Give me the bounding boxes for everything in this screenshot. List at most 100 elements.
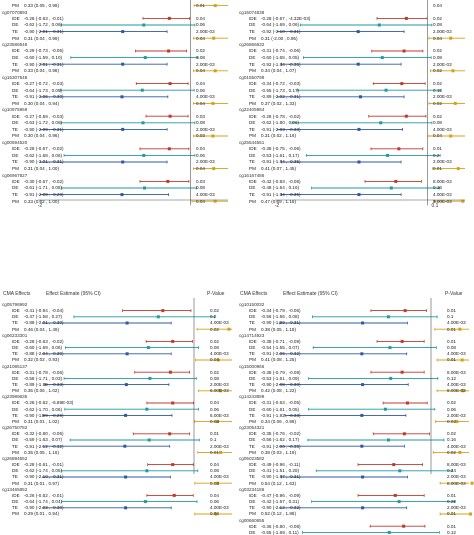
- point-estimate: [124, 475, 128, 479]
- effect-estimate-ci-label: 0.33 (0.02 , 1.00): [24, 198, 59, 204]
- p-value-label: 0.2: [210, 314, 217, 320]
- cpg-site-label: cg26894552: [2, 456, 28, 461]
- point-estimate: [377, 23, 381, 27]
- point-estimate: [451, 69, 455, 73]
- point-estimate: [361, 475, 365, 479]
- effect-type-label: TE: [12, 382, 18, 387]
- p-value-label: 0.1: [210, 437, 217, 443]
- point-estimate: [394, 179, 398, 183]
- p-value-label: 2.00E-03: [210, 382, 229, 387]
- effect-type-label: IDE: [12, 146, 20, 152]
- effect-estimate-ci-label: -0.62 (-1.80 , 0.06): [261, 120, 300, 126]
- point-estimate: [397, 500, 401, 504]
- p-value-label: 0.02: [433, 68, 442, 74]
- p-value-label: 4.00E-03: [210, 320, 229, 326]
- p-value-label: 0.03: [196, 113, 205, 119]
- p-value-label: 0.01: [210, 449, 219, 455]
- effect-estimate-ci-label: -0.91 (-2.12 , -0.32): [24, 443, 64, 449]
- effect-estimate-ci-label: -0.90 (-1.97 , -0.31): [261, 474, 301, 480]
- effect-estimate-ci-label: 0.38 (0.05 , 1.18): [261, 326, 296, 332]
- effect-estimate-ci-label: 0.31 (-2.00 , 0.95): [261, 35, 298, 41]
- effect-type-label: IDE: [12, 308, 20, 313]
- effect-type-label: TE: [12, 351, 18, 357]
- effect-type-label: PM: [249, 480, 256, 486]
- effect-estimate-ci-label: -0.53 (-1.61 , 0.17): [261, 152, 300, 158]
- effect-type-label: PM: [12, 198, 19, 204]
- effect-estimate-ci-label: -0.35 (-0.76 , -0.02): [261, 431, 301, 437]
- effect-estimate-ci-label: 0.47 (0.09 , 1.16): [261, 198, 296, 204]
- cpg-site-label: cg26866632: [239, 42, 265, 48]
- effect-estimate-ci-label: 0.30 (0.04 , 0.96): [24, 133, 59, 139]
- effect-type-label: PM: [249, 68, 256, 74]
- p-value-label: 0.2: [433, 152, 440, 158]
- effect-estimate-ci-label: -0.54 (-1.55 , 0.07): [261, 345, 300, 350]
- p-value-header-right: P-Value: [445, 291, 463, 297]
- cpg-site-label: cg21085137: [2, 363, 28, 369]
- effect-type-label: IDE: [12, 15, 20, 21]
- effect-estimate-ci-label: 0.42 (0.08 , 1.22): [261, 388, 296, 394]
- p-value-label: 8.00E-03: [433, 178, 452, 184]
- p-value-label: 0.08: [196, 120, 205, 126]
- effect-estimate-ci-label: -0.42 (-1.57 , 0.31): [261, 499, 300, 504]
- p-value-label: 0.02: [210, 308, 219, 313]
- p-value-label: 0.24: [447, 468, 456, 474]
- p-value-label: 4.00E-03: [196, 192, 215, 197]
- point-estimate: [121, 127, 125, 131]
- p-value-label: 0.02: [433, 48, 442, 54]
- effect-estimate-ci-label: 0.41 (0.08 , 1.25): [261, 357, 296, 363]
- p-value-label: 0.01: [447, 511, 456, 517]
- effect-estimate-ci-label: -0.36 (-0.80 , -0.08): [261, 523, 301, 529]
- effect-estimate-ci-label: 0.34 (0.04 , 1.07): [261, 68, 296, 74]
- effect-type-label: PM: [12, 480, 19, 486]
- point-estimate: [216, 358, 220, 362]
- point-estimate: [389, 376, 393, 380]
- point-estimate: [470, 481, 474, 485]
- p-value-label: 2.00E-03: [196, 29, 215, 34]
- p-value-label: 2.00E-03: [196, 126, 215, 132]
- p-value-label: 8.00E-03: [447, 480, 466, 486]
- point-estimate: [213, 69, 217, 73]
- p-value-label: 0.06: [210, 406, 219, 412]
- effect-estimate-ci-label: -0.38 (-0.79 , -0.09): [261, 369, 301, 375]
- point-estimate: [455, 420, 459, 424]
- point-estimate: [458, 327, 462, 331]
- effect-type-label: PM: [12, 3, 19, 8]
- point-estimate: [453, 101, 457, 105]
- effect-type-label: IDE: [12, 178, 20, 184]
- cpg-site-label: cg10150032: [239, 302, 265, 307]
- point-estimate: [380, 56, 384, 60]
- effect-estimate-ci-label: -0.90 (-2.08 , -0.30): [261, 382, 301, 387]
- p-value-label: 2.00E-03: [196, 61, 215, 67]
- point-estimate: [227, 327, 231, 331]
- effect-type-label: TE: [249, 382, 255, 387]
- effect-type-label: DE: [12, 406, 19, 412]
- effect-type-label: PM: [12, 419, 19, 424]
- cpg-site-label: cg01550799: [239, 74, 265, 80]
- p-value-label: 4.00E-03: [196, 94, 215, 100]
- effect-estimate-ci-label: -0.47 (-1.58 , 0.27): [24, 314, 63, 320]
- point-estimate: [168, 370, 172, 374]
- effect-type-label: DE: [249, 185, 256, 191]
- point-estimate: [402, 432, 406, 436]
- effect-estimate-ci-label: -0.92 (-2.10 , -0.31): [261, 29, 301, 34]
- effect-estimate-ci-label: -0.28 (-0.61 , -0.01): [24, 462, 64, 467]
- point-estimate: [213, 199, 217, 203]
- effect-estimate-ci-label: -0.91 (-2.09 , -0.29): [24, 192, 64, 197]
- point-estimate: [456, 167, 460, 171]
- effect-type-label: TE: [249, 505, 255, 511]
- p-value-header-left: P-Value: [207, 291, 225, 297]
- effect-type-label: DE: [12, 185, 19, 191]
- effect-estimate-ci-label: -0.26 (-0.62 , -0.01): [24, 492, 64, 498]
- p-value-label: 0.08: [433, 22, 442, 28]
- point-estimate: [357, 160, 361, 164]
- effect-estimate-ci-label: -0.28 (-0.78 , -0.02): [261, 113, 301, 119]
- p-value-label: 0.08: [196, 185, 205, 191]
- p-value-label: 0.06: [196, 22, 205, 28]
- effect-estimate-ci-label: -0.55 (-1.69 , 0.11): [261, 529, 299, 535]
- point-estimate: [125, 352, 129, 356]
- point-estimate: [360, 413, 364, 417]
- effect-estimate-ci-label: -0.28 (-0.62 , -6.89E-03): [24, 400, 74, 406]
- forest-panel-top-right: -2 0.1 0.04 cg15074838 IDE -0.28 (-0.67 , -4.…: [237, 0, 474, 232]
- point-estimate: [400, 82, 404, 86]
- effect-type-label: IDE: [249, 146, 257, 152]
